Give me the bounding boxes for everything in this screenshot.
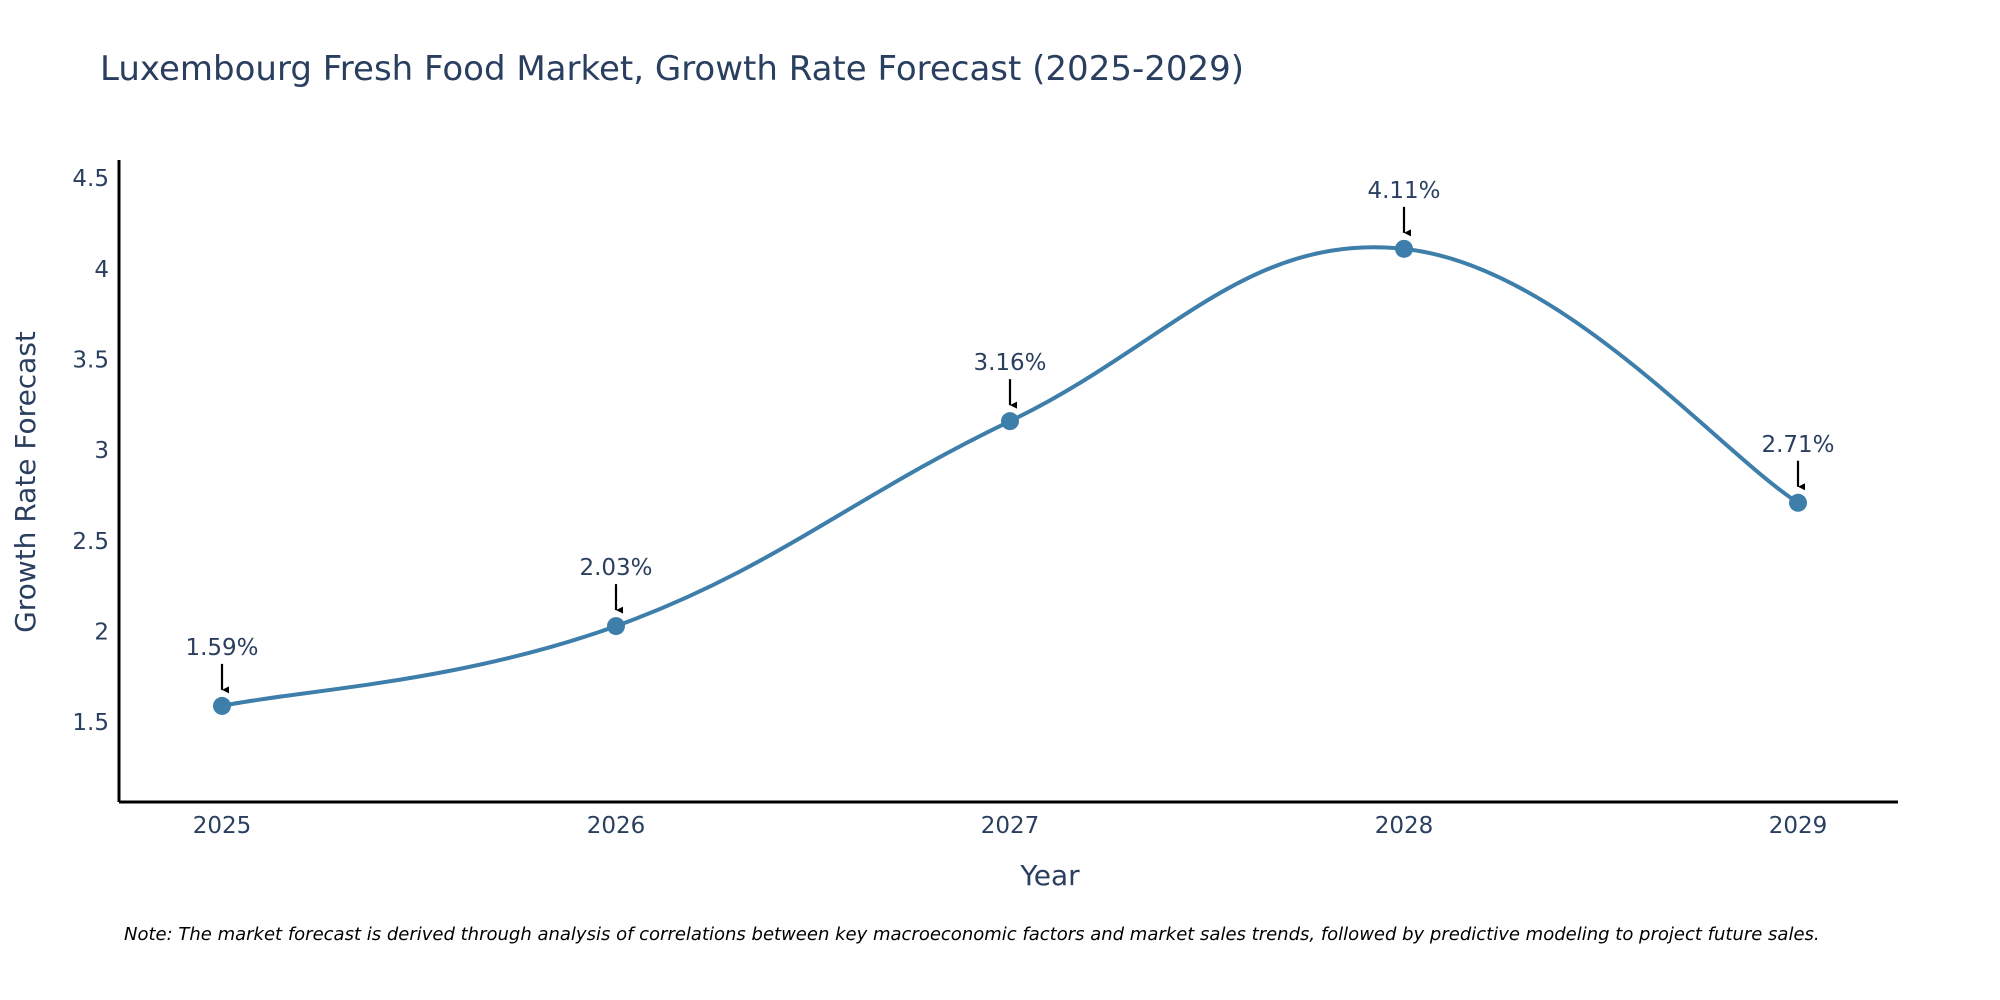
data-label: 2.71% [1761,432,1834,458]
data-point[interactable] [607,617,625,636]
chart-title: Luxembourg Fresh Food Market, Growth Rat… [100,49,1244,89]
y-axis-ticks: 1.5 2 2.5 3 3.5 4 4.5 [72,166,109,736]
data-label: 2.03% [579,555,652,581]
data-point[interactable] [1001,412,1019,431]
data-label: 4.11% [1367,178,1440,204]
y-axis-title: Growth Rate Forecast [9,331,42,633]
y-tick-label: 4 [94,257,109,283]
footnote: Note: The market forecast is derived thr… [124,924,1820,945]
axes [117,160,1898,804]
data-annotations: 1.59% 2.03% 3.16% 4.11% 2.71% [185,178,1835,694]
x-tick-label: 2025 [193,813,252,839]
data-point[interactable] [1789,493,1807,512]
x-tick-label: 2029 [1769,813,1828,839]
data-label: 3.16% [973,350,1046,376]
growth-rate-line [220,245,1800,708]
y-tick-label: 3.5 [72,347,109,373]
x-tick-label: 2026 [587,813,646,839]
y-tick-label: 3 [94,438,109,464]
y-tick-label: 2.5 [72,529,109,555]
x-axis-title: Year [1019,859,1080,892]
x-tick-label: 2027 [981,813,1040,839]
x-axis-ticks: 2025 2026 2027 2028 2029 [193,813,1828,839]
y-tick-label: 4.5 [72,166,109,192]
data-point[interactable] [213,696,231,715]
y-tick-label: 2 [94,620,109,646]
data-label: 1.59% [185,635,258,661]
data-point[interactable] [1395,239,1413,258]
series-growth-rate [213,239,1807,715]
x-tick-label: 2028 [1375,813,1434,839]
y-tick-label: 1.5 [72,710,109,736]
